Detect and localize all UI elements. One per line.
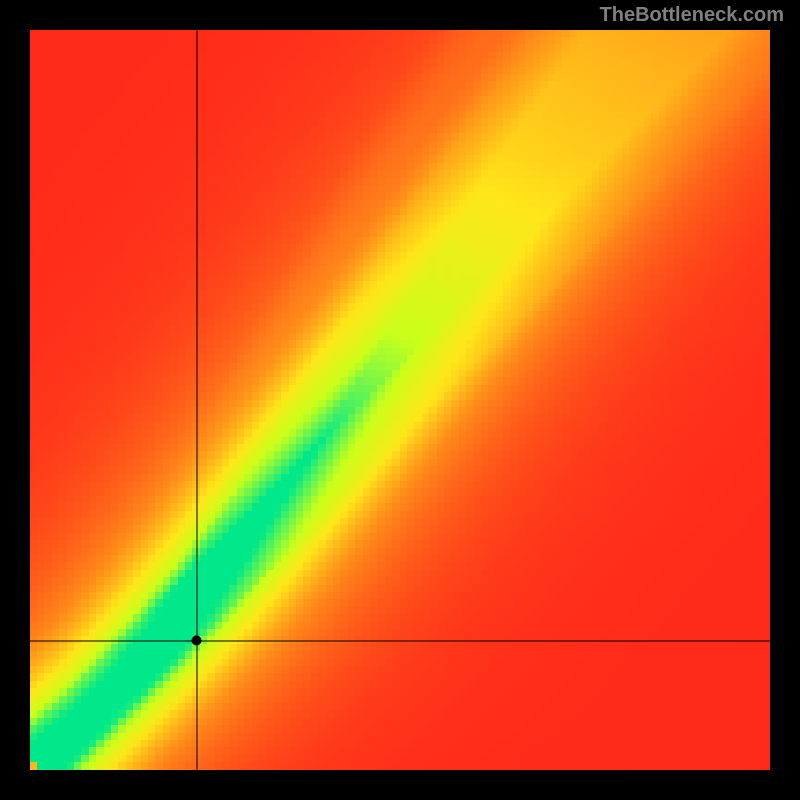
heatmap-canvas (30, 30, 770, 770)
bottleneck-heatmap (30, 30, 770, 770)
watermark-text: TheBottleneck.com (600, 4, 784, 27)
